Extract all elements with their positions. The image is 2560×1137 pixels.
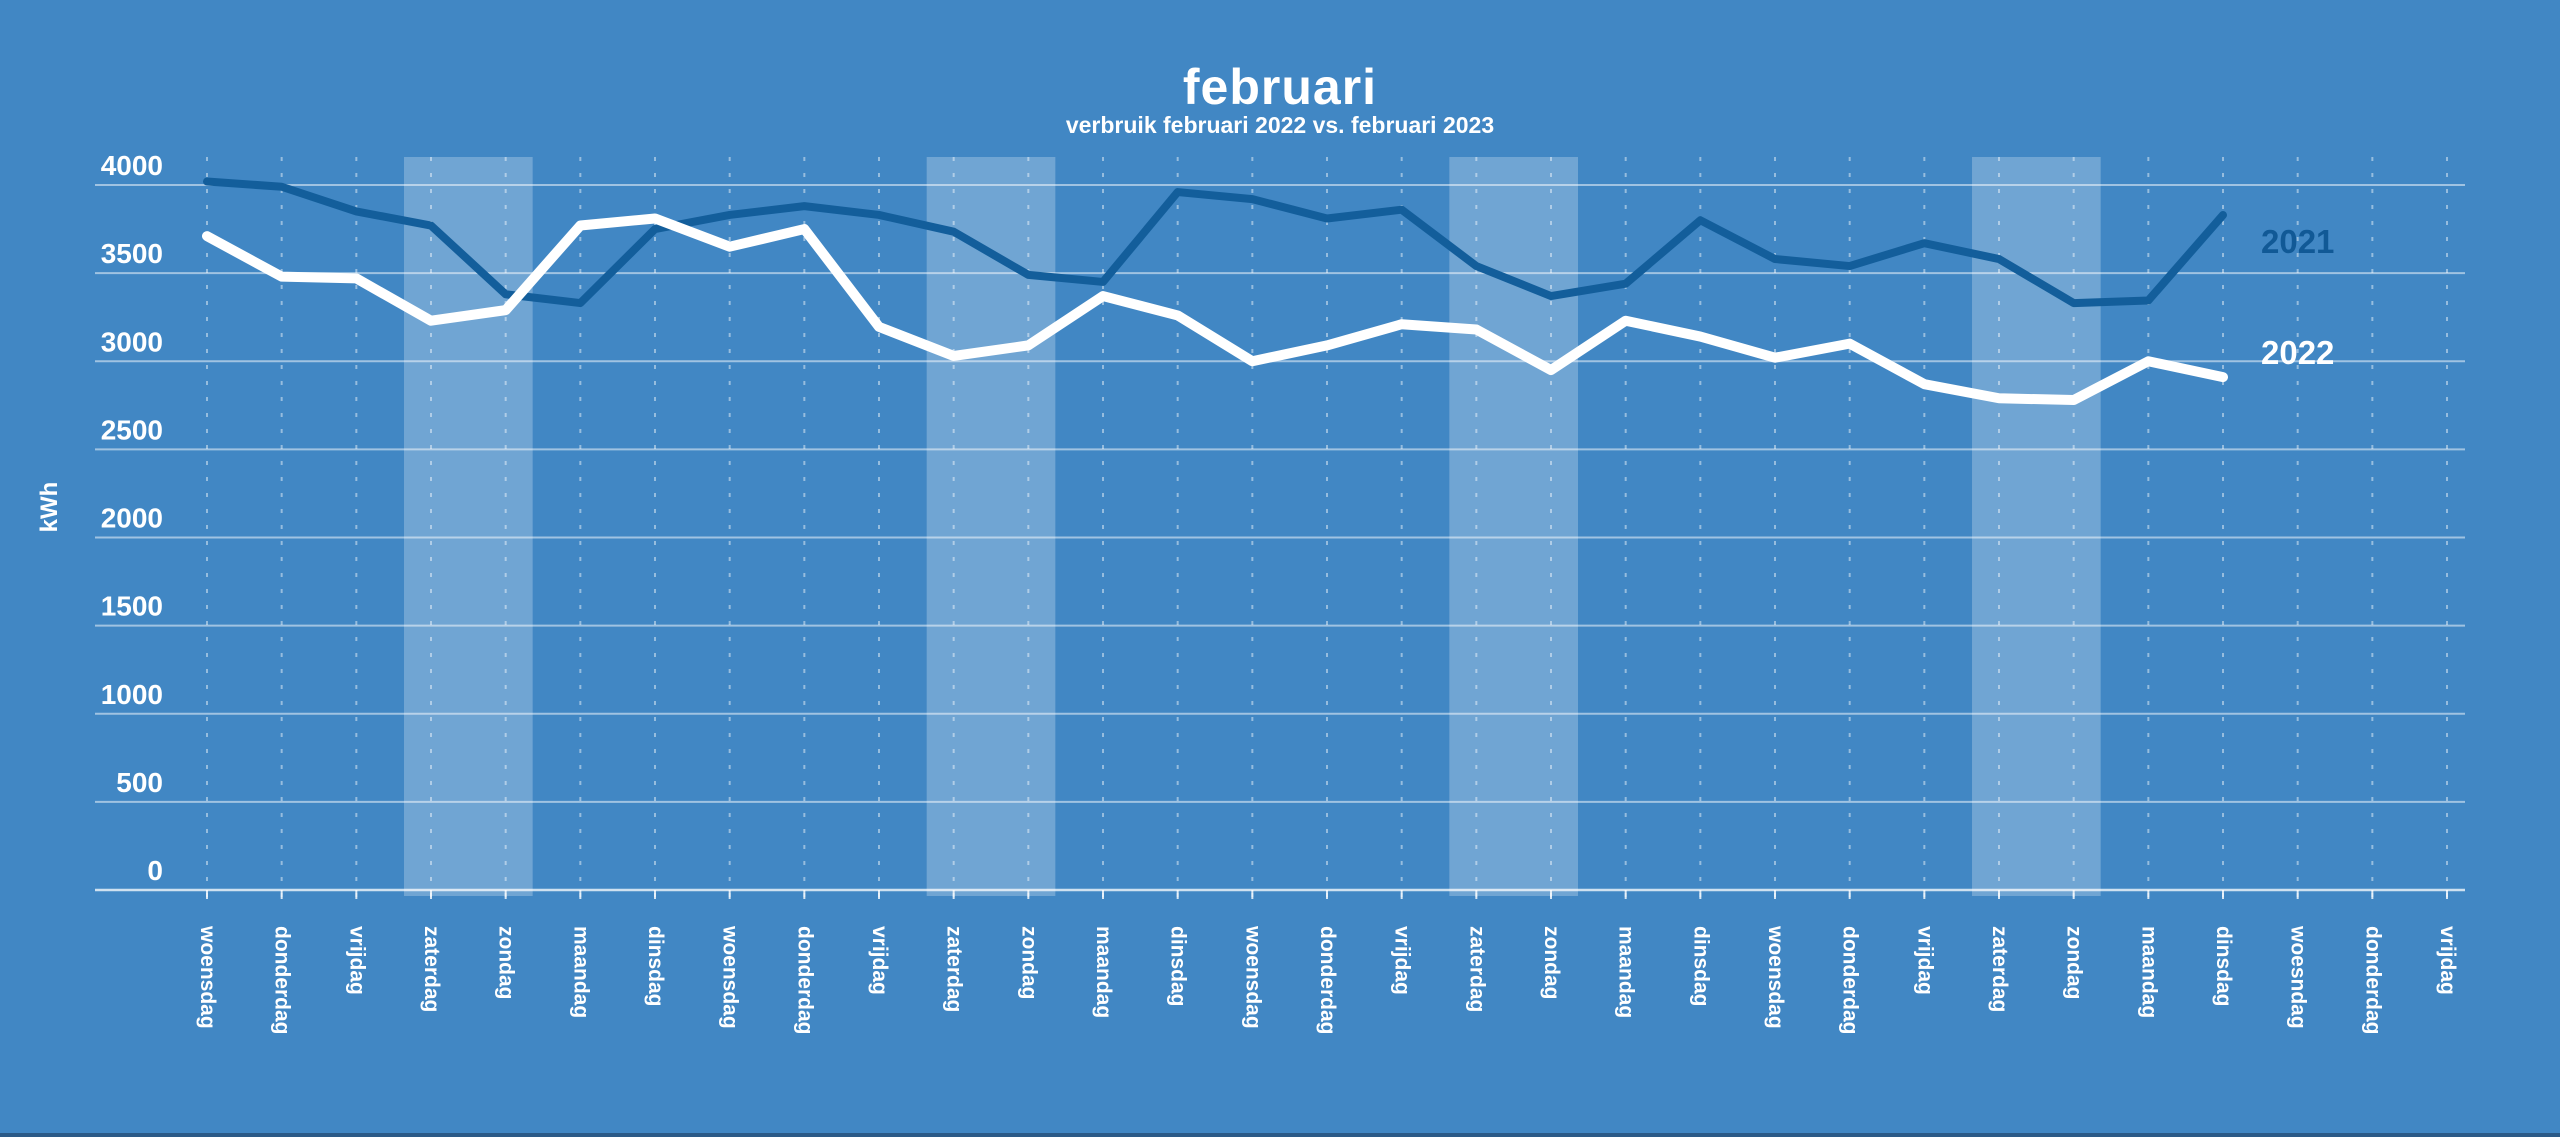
y-tick-label: 2000 (101, 503, 163, 534)
page-subtitle: verbruik februari 2022 vs. februari 2023 (1065, 112, 1495, 138)
x-day-label: maandag (569, 926, 592, 1018)
x-day-label: woesndag (2287, 925, 2310, 1029)
x-day-label: woensdag (1764, 925, 1787, 1029)
x-day-label: woensdag (196, 925, 219, 1029)
y-tick-label: 2500 (101, 414, 163, 445)
weekend-band (404, 157, 533, 896)
x-day-label: vrijdag (2436, 926, 2459, 995)
x-day-label: vrijdag (1913, 926, 1936, 995)
y-tick-label: 0 (147, 855, 163, 886)
y-tick-label: 1000 (101, 679, 163, 710)
y-axis-unit-label: kWh (36, 482, 63, 533)
x-day-label: dinsdag (1689, 926, 1712, 1007)
x-day-label: dinsdag (644, 926, 667, 1007)
x-day-label: zondag (1017, 926, 1040, 1000)
x-day-label: donderdag (1316, 926, 1339, 1035)
y-tick-label: 3500 (101, 238, 163, 269)
y-tick-label: 3000 (101, 326, 163, 357)
x-day-label: vrijdag (345, 926, 368, 995)
y-tick-label: 1500 (101, 591, 163, 622)
x-day-label: zondag (1540, 926, 1563, 1000)
weekend-band (1449, 157, 1579, 896)
x-day-label: zondag (2063, 926, 2086, 1000)
weekend-band (926, 157, 1056, 896)
x-day-label: zaterdag (943, 926, 966, 1012)
x-day-label: dinsdag (2212, 926, 2235, 1007)
x-day-label: vrijdag (868, 926, 891, 995)
x-day-label: donderdag (1839, 926, 1862, 1035)
page-title: februari (1182, 59, 1378, 115)
x-day-label: zaterdag (420, 926, 443, 1012)
series-label-2022: 2022 (2261, 334, 2334, 371)
x-day-label: woensdag (1241, 925, 1264, 1029)
x-day-label: vrijdag (1391, 926, 1414, 995)
series-label-2021: 2021 (2261, 223, 2334, 260)
y-tick-label: 4000 (101, 150, 163, 181)
x-day-label: zondag (495, 926, 518, 1000)
series-line-2022 (202, 213, 2229, 406)
x-day-label: zaterdag (1988, 926, 2011, 1012)
weekend-band (1972, 157, 2101, 896)
x-day-label: donderdag (793, 926, 816, 1035)
x-day-label: maandag (1615, 926, 1638, 1018)
series-line-2021 (203, 177, 2228, 308)
window-bottom-edge (0, 1133, 2560, 1137)
x-day-label: maandag (1092, 926, 1115, 1018)
x-day-label: donderdag (2361, 926, 2384, 1035)
x-day-label: maandag (2137, 926, 2160, 1018)
x-day-label: woensdag (719, 925, 742, 1029)
x-day-label: zaterdag (1465, 926, 1488, 1012)
y-tick-label: 500 (116, 767, 163, 798)
x-day-label: dinsdag (1167, 926, 1190, 1007)
x-day-label: donderdag (271, 926, 294, 1035)
